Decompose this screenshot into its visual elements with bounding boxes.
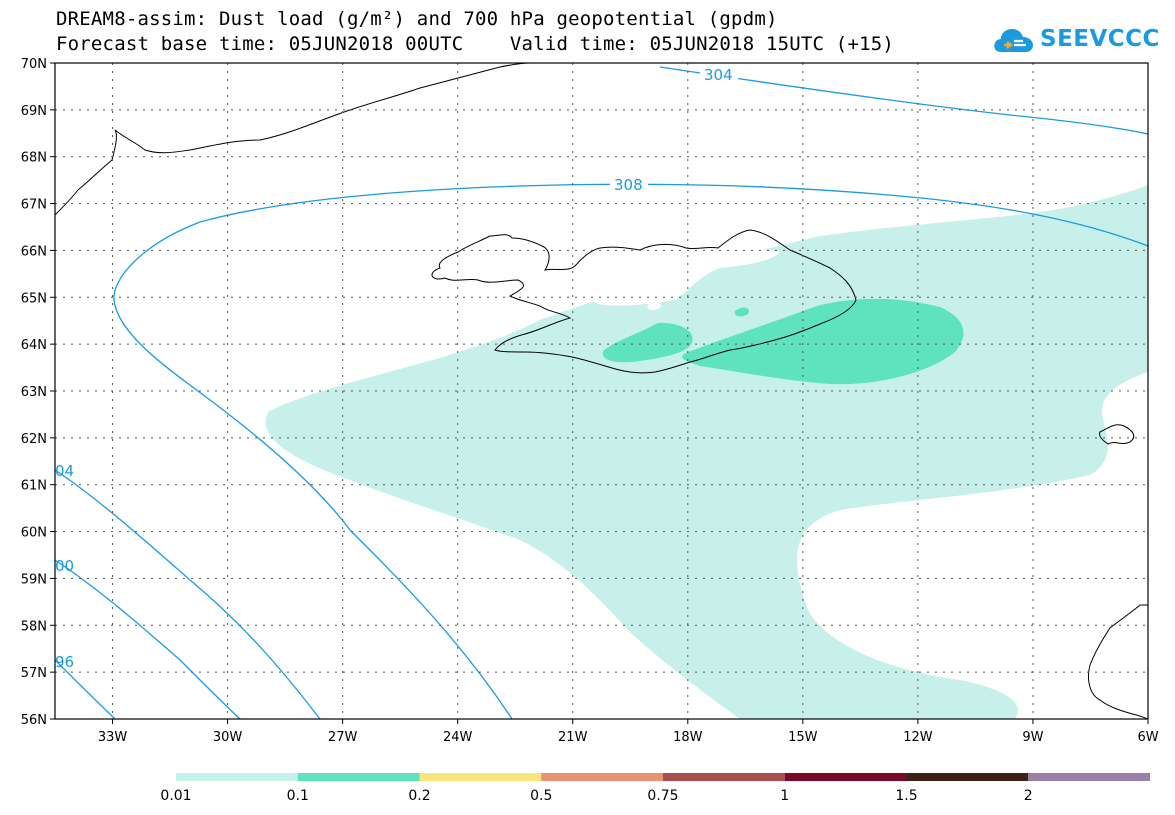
- seevccc-logo: SEEVCCC: [992, 22, 1160, 56]
- contour-304: [659, 66, 1148, 135]
- dust-area-medium-east: [682, 298, 964, 385]
- lon-label: 9W: [1022, 730, 1043, 745]
- contour-308: [113, 183, 1148, 719]
- colorbar-label: 0.1: [287, 788, 309, 804]
- contour-labels: 304 308 04 00 96: [55, 64, 738, 671]
- lat-label: 63N: [21, 385, 47, 400]
- colorbar-label: 0.2: [408, 788, 430, 804]
- map-gridlines: [55, 63, 1148, 719]
- lon-label: 30W: [213, 730, 243, 745]
- lon-label: 24W: [443, 730, 473, 745]
- scotland-coast: [1087, 604, 1148, 719]
- lon-label: 27W: [328, 730, 358, 745]
- contour-304-west: [55, 469, 321, 719]
- lat-label: 69N: [21, 104, 47, 119]
- lat-label: 61N: [21, 479, 47, 494]
- colorbar-segment: [1028, 773, 1150, 781]
- lon-label: 33W: [98, 730, 128, 745]
- colorbar-segment: [297, 773, 420, 781]
- cloud-logo-icon: [994, 29, 1033, 52]
- colorbar-label: 0.75: [647, 788, 678, 804]
- lon-label: 15W: [788, 730, 818, 745]
- contour-label: 308: [614, 176, 643, 194]
- lat-label: 68N: [21, 151, 47, 166]
- lat-label: 64N: [21, 338, 47, 353]
- lon-label: 12W: [903, 730, 933, 745]
- contour-label: 304: [704, 66, 733, 84]
- contour-296: [55, 659, 116, 719]
- coastlines: [55, 63, 1148, 719]
- dust-load-field: [265, 185, 1148, 719]
- lat-label: 70N: [21, 57, 47, 72]
- lat-label: 57N: [21, 666, 47, 681]
- lat-label: 66N: [21, 244, 47, 259]
- dust-area-medium-small: [734, 307, 749, 317]
- dust-free-area: [589, 249, 780, 306]
- contour-label: 04: [55, 462, 74, 480]
- geopotential-contours: [55, 66, 1148, 719]
- iceland-coast: [431, 229, 857, 374]
- colorbar-segment: [663, 773, 785, 781]
- lat-label: 60N: [21, 526, 47, 541]
- colorbar-segment: [541, 773, 663, 781]
- lat-label: 65N: [21, 291, 47, 306]
- colorbar-label: 1.5: [895, 788, 917, 804]
- lat-label: 59N: [21, 572, 47, 587]
- map-title: DREAM8-assim: Dust load (g/m²) and 700 h…: [56, 8, 778, 30]
- lon-label: 18W: [673, 730, 703, 745]
- colorbar-segment: [906, 773, 1029, 781]
- faroe-coast: [1099, 424, 1135, 445]
- forecast-time-line: Forecast base time: 05JUN2018 00UTC Vali…: [56, 33, 895, 55]
- colorbar-segment: [784, 773, 907, 781]
- colorbar-segment: [419, 773, 542, 781]
- colorbar-label: 1: [780, 788, 789, 804]
- latitude-labels: 70N 69N 68N 67N 66N 65N 64N 63N 62N 61N 60N 59N 58N 5…: [21, 57, 55, 728]
- lat-label: 67N: [21, 198, 47, 213]
- colorbar-label: 0.5: [530, 788, 552, 804]
- dust-area-medium-west: [602, 322, 693, 363]
- colorbar-label: 2: [1024, 788, 1033, 804]
- lat-label: 58N: [21, 619, 47, 634]
- lat-label: 56N: [21, 713, 47, 728]
- dust-free-area-small: [647, 302, 661, 310]
- colorbar: 0.01 0.1 0.2 0.5 0.75 1 1.5 2: [160, 773, 1150, 804]
- lon-label: 21W: [558, 730, 588, 745]
- logo-text: SEEVCCC: [1040, 26, 1160, 52]
- colorbar-segment: [176, 773, 298, 781]
- longitude-labels: 33W 30W 27W 24W 21W 18W 15W 12W 9W 6W: [98, 719, 1159, 745]
- colorbar-label: 0.01: [160, 788, 191, 804]
- contour-label: 96: [55, 653, 74, 671]
- lat-label: 62N: [21, 432, 47, 447]
- contour-300: [55, 559, 241, 719]
- greenland-coast: [55, 63, 531, 216]
- contour-label: 00: [55, 557, 74, 575]
- lon-label: 6W: [1137, 730, 1158, 745]
